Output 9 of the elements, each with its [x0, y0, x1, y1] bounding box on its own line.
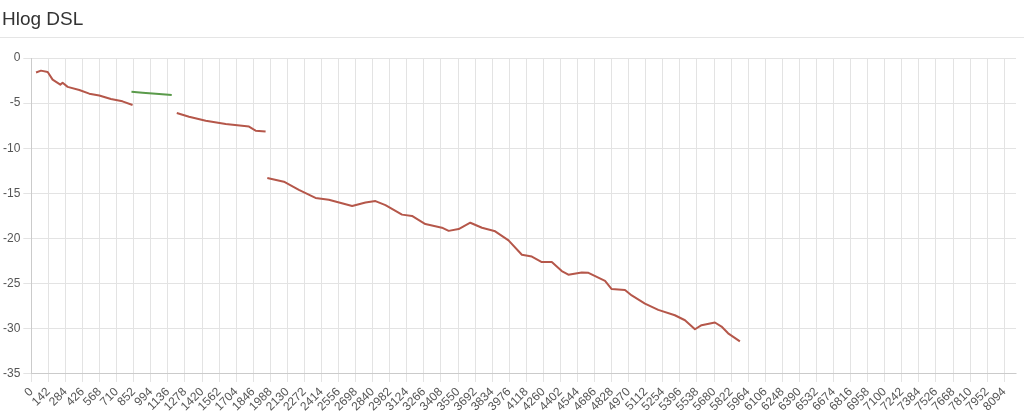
- chart-title: Hlog DSL: [0, 0, 1024, 38]
- y-tick-label: -15: [3, 185, 21, 200]
- y-tick-label: -35: [3, 366, 21, 381]
- y-tick-label: 0: [13, 50, 21, 65]
- y-tick-label: -10: [3, 140, 21, 155]
- y-tick-label: -25: [3, 275, 21, 290]
- y-tick-label: -5: [9, 95, 21, 110]
- y-tick-label: -30: [3, 321, 21, 336]
- y-tick-label: -20: [3, 230, 21, 245]
